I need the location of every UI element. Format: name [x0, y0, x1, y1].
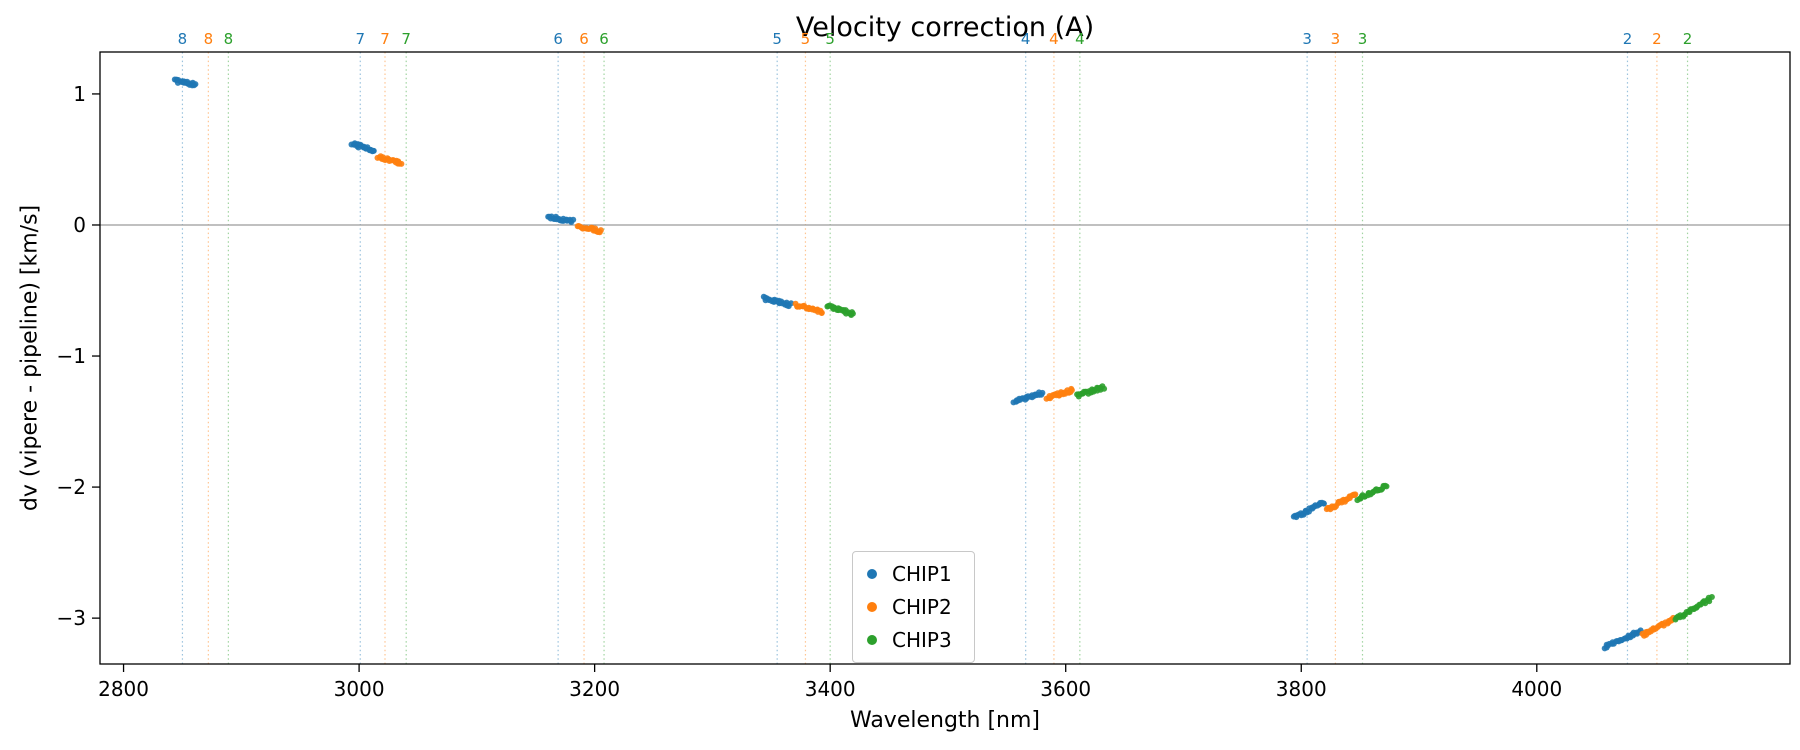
- order-label: 7: [401, 30, 411, 48]
- order-label: 6: [553, 30, 563, 48]
- order-label: 7: [355, 30, 365, 48]
- x-tick-label: 3200: [569, 677, 620, 701]
- order-label: 2: [1683, 30, 1693, 48]
- scatter-point-chip1: [570, 216, 577, 223]
- legend-marker-chip1-icon: [867, 569, 877, 579]
- order-label: 4: [1021, 30, 1031, 48]
- order-label: 8: [178, 30, 188, 48]
- y-tick-label: −2: [57, 475, 86, 499]
- scatter-point-chip1: [192, 81, 199, 88]
- order-label: 3: [1331, 30, 1341, 48]
- y-tick-label: −3: [57, 606, 86, 630]
- scatter-point-chip3: [849, 310, 856, 317]
- scatter-point-chip1: [370, 147, 377, 154]
- scatter-point-chip1: [1320, 500, 1327, 507]
- order-label: 6: [579, 30, 589, 48]
- scatter-point-chip2: [1068, 387, 1075, 394]
- scatter-point-chip2: [1352, 491, 1359, 498]
- legend-entry: CHIP3: [867, 628, 952, 652]
- legend-marker-chip3-icon: [867, 635, 877, 645]
- order-label: 7: [380, 30, 390, 48]
- x-tick-label: 3800: [1276, 677, 1327, 701]
- order-label: 8: [204, 30, 214, 48]
- axes-box: [99, 51, 1791, 665]
- x-tick-label: 2800: [98, 677, 149, 701]
- scatter-point-chip3: [1101, 385, 1108, 392]
- x-tick-label: 3000: [334, 677, 385, 701]
- x-axis-label: Wavelength [nm]: [849, 708, 1041, 733]
- order-label: 8: [224, 30, 234, 48]
- legend-label: CHIP1: [892, 562, 952, 586]
- scatter-point-chip2: [818, 310, 825, 316]
- y-tick-label: 0: [73, 213, 86, 237]
- scatter-point-chip1: [788, 300, 795, 307]
- x-tick-label: 3600: [1040, 677, 1091, 701]
- order-label: 4: [1075, 30, 1085, 48]
- scatter-point-chip2: [398, 160, 405, 167]
- scatter-point-chip3: [1383, 483, 1390, 490]
- legend-label: CHIP3: [892, 628, 952, 652]
- legend-entry: CHIP1: [867, 562, 952, 586]
- legend-label: CHIP2: [892, 595, 952, 619]
- order-label: 2: [1652, 30, 1662, 48]
- scatter-point-chip1: [1039, 389, 1046, 396]
- legend-entry: CHIP2: [867, 595, 952, 619]
- order-label: 5: [801, 30, 811, 48]
- order-label: 2: [1623, 30, 1633, 48]
- y-tick-label: −1: [57, 344, 86, 368]
- order-label: 5: [772, 30, 782, 48]
- legend: CHIP1 CHIP2 CHIP3: [852, 551, 975, 663]
- scatter-point-chip3: [1708, 594, 1715, 600]
- y-tick-label: 1: [73, 82, 86, 106]
- order-label: 4: [1049, 30, 1059, 48]
- order-label: 5: [825, 30, 835, 48]
- legend-marker-chip2-icon: [867, 602, 877, 612]
- order-label: 3: [1358, 30, 1368, 48]
- chart-title: Velocity correction (A): [795, 12, 1095, 43]
- x-tick-label: 4000: [1511, 677, 1562, 701]
- x-tick-label: 3400: [805, 677, 856, 701]
- order-label: 3: [1302, 30, 1312, 48]
- order-label: 6: [599, 30, 609, 48]
- scatter-point-chip2: [597, 227, 604, 234]
